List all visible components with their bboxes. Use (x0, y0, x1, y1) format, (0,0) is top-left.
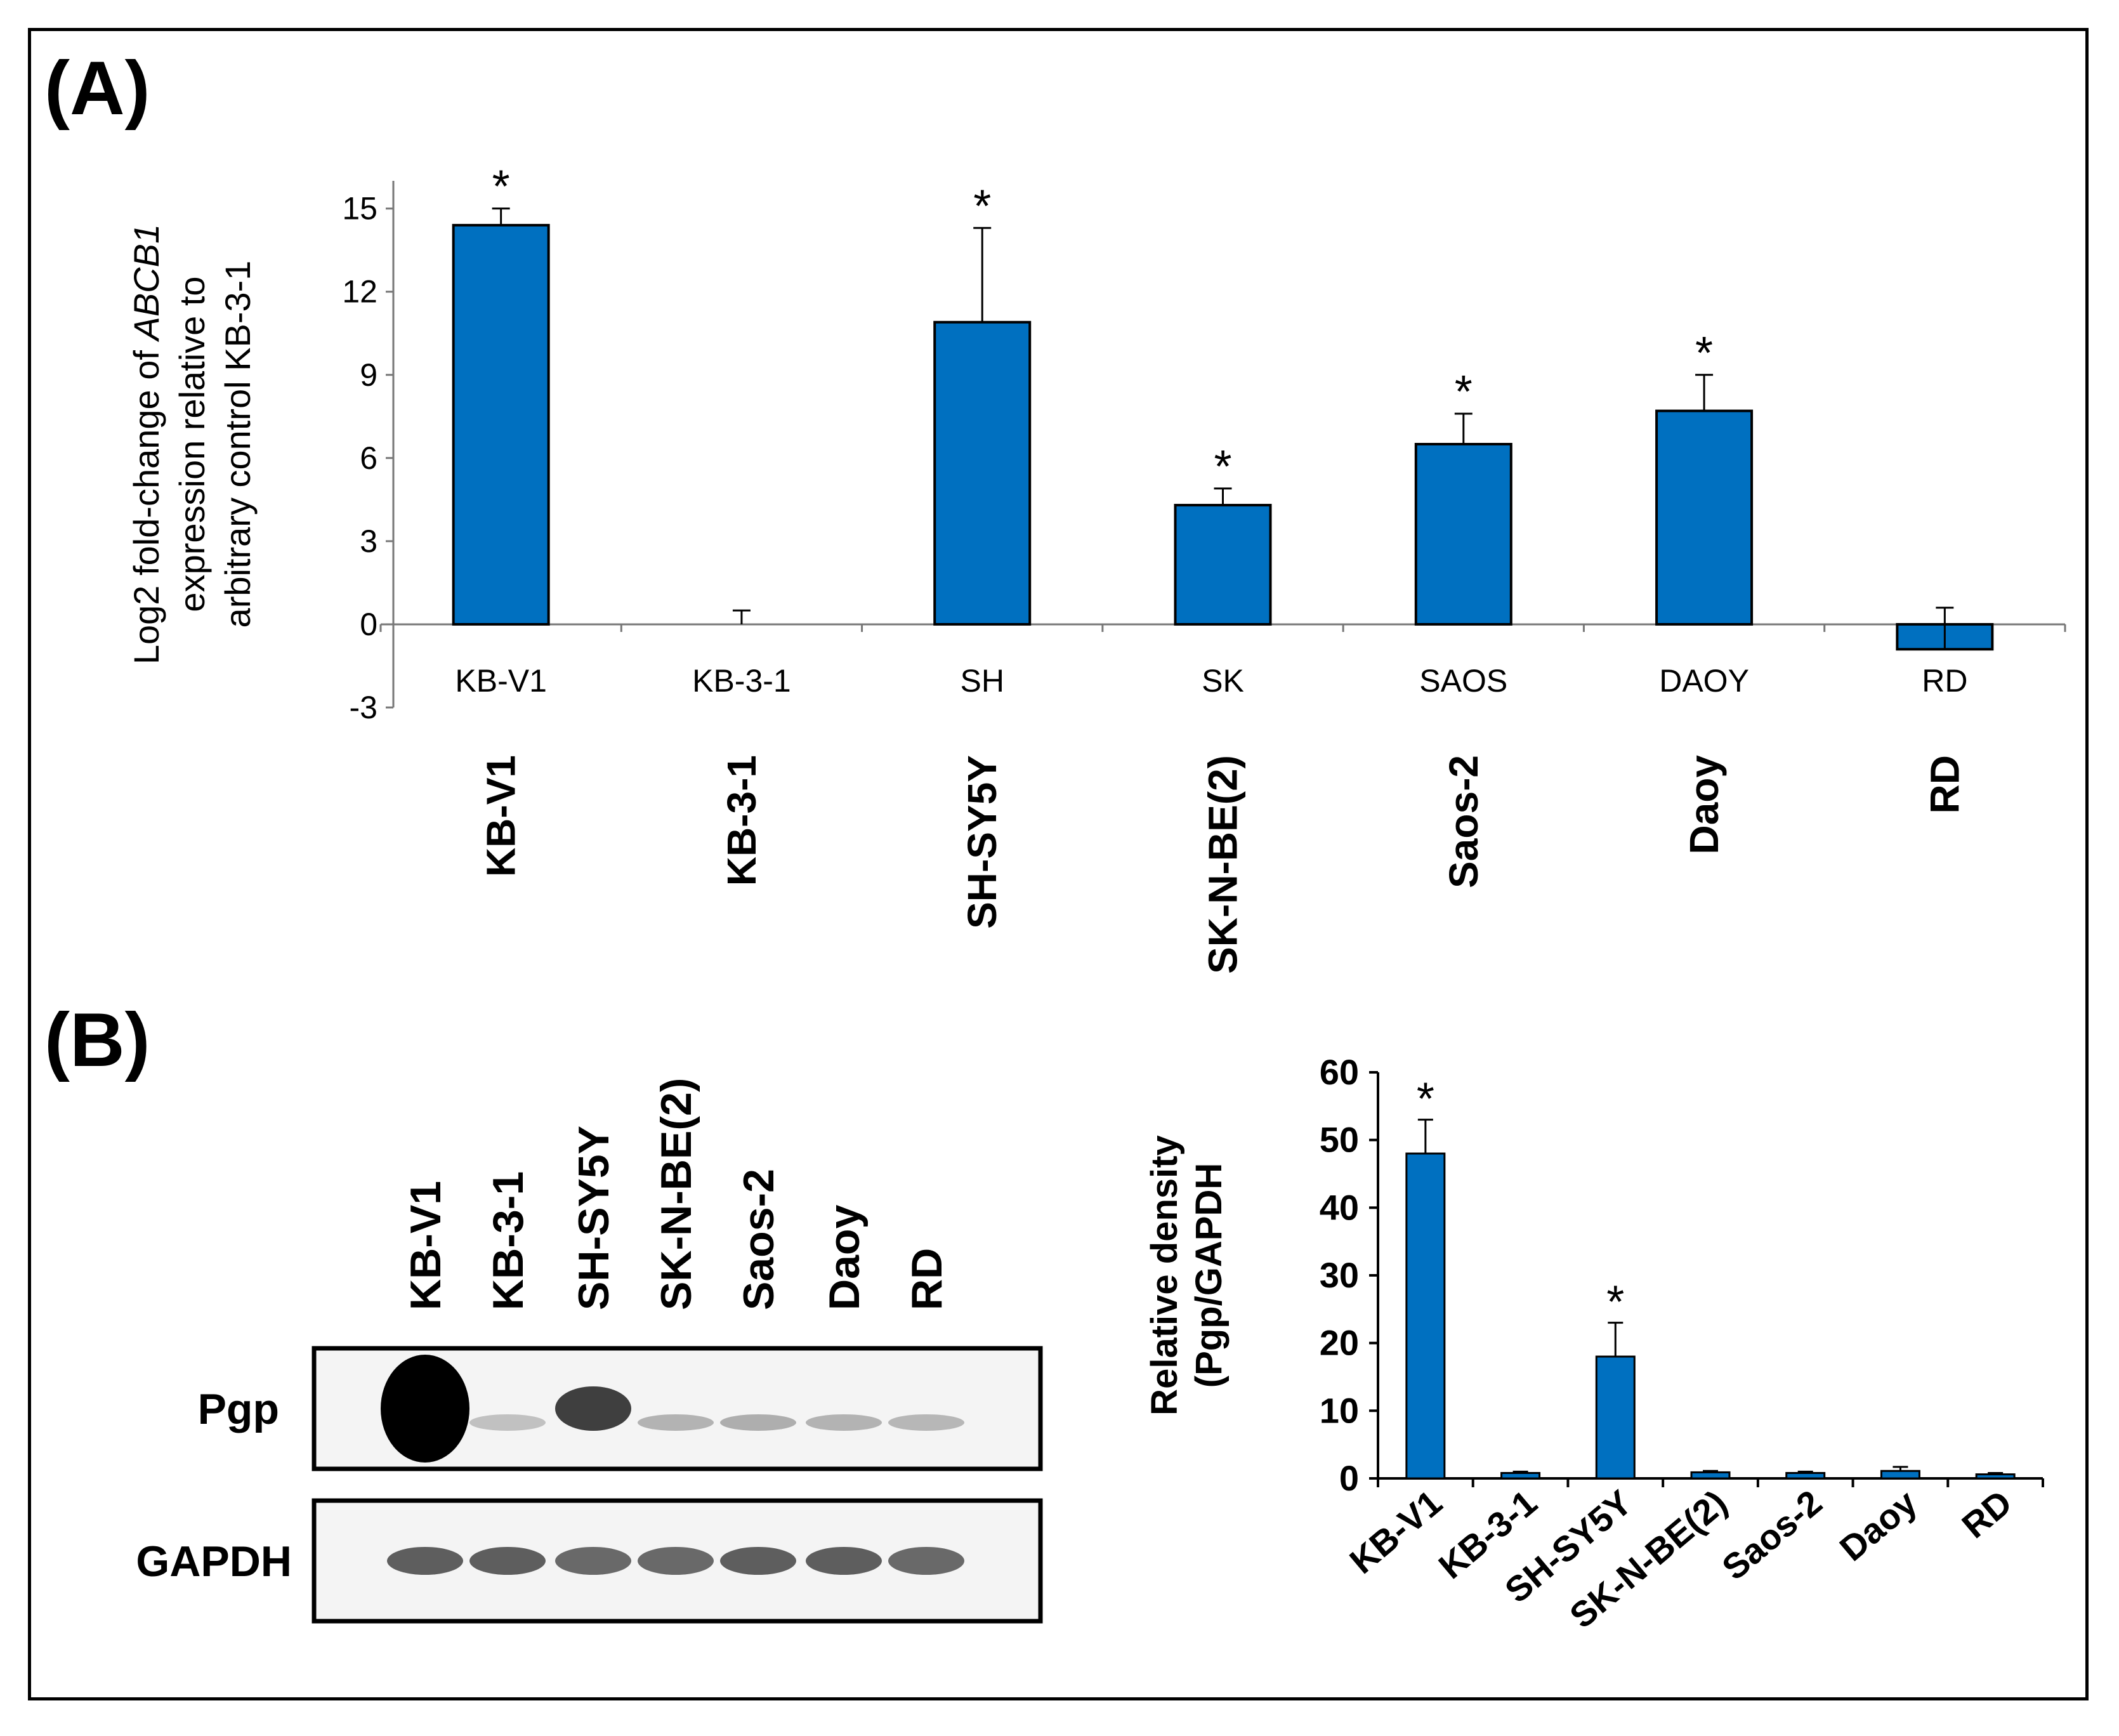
cell-line-label: KB-3-1 (719, 755, 764, 886)
blot-row-label: GAPDH (136, 1537, 292, 1586)
blot-band (469, 1547, 546, 1575)
y-tick-label: 10 (1320, 1390, 1359, 1430)
blot-band (387, 1547, 463, 1575)
bar (933, 320, 1032, 626)
lane-label: Daoy (820, 1205, 869, 1310)
bar (1595, 1355, 1636, 1480)
bar (1414, 443, 1512, 626)
bar (1785, 1471, 1826, 1480)
bar (1500, 1471, 1541, 1480)
category-label: Daoy (1832, 1482, 1924, 1568)
category-label: Saos-2 (1714, 1482, 1829, 1588)
category-label: SAOS (1419, 663, 1507, 699)
panel-a-label: (A) (44, 46, 150, 131)
blot-band (806, 1547, 882, 1575)
chart-a: -3 0 3 6 9 12 15 Log2 fold-change of ABCB1 expre… (126, 162, 2066, 974)
significance-star: * (1417, 1074, 1434, 1125)
y-tick-label: 60 (1320, 1052, 1359, 1092)
y-tick-label: 6 (360, 440, 377, 476)
y-axis-title-line: (Pgp/GAPDH (1188, 1163, 1230, 1388)
y-axis-title-line: expression relative to (172, 276, 212, 612)
category-label: SK (1202, 663, 1244, 699)
y-tick-label: 9 (360, 357, 377, 393)
y-tick-label: 3 (360, 523, 377, 559)
blot-band (638, 1414, 714, 1431)
cell-line-label: Daoy (1681, 755, 1727, 855)
blot-band (638, 1547, 714, 1575)
y-tick-label: 40 (1320, 1187, 1359, 1227)
significance-star: * (1214, 442, 1231, 492)
y-tick-label: 0 (360, 607, 377, 642)
lane-label: RD (903, 1248, 951, 1310)
bar (1174, 504, 1272, 626)
lane-label: KB-V1 (402, 1181, 450, 1310)
category-label: RD (1922, 663, 1967, 699)
y-tick-label: 12 (342, 274, 377, 310)
y-tick-label: 50 (1320, 1120, 1359, 1160)
category-label: KB-V1 (455, 663, 547, 699)
category-label: SH (960, 663, 1004, 699)
blot-row-label: Pgp (198, 1385, 279, 1433)
blot-band (888, 1547, 964, 1575)
significance-star: * (973, 181, 991, 232)
y-axis-title-part: Log2 fold-change of (126, 341, 166, 665)
blot-band (720, 1414, 796, 1431)
bar (452, 223, 550, 626)
blot-band (720, 1547, 796, 1575)
blot-band (806, 1414, 882, 1431)
cell-line-label: SK-N-BE(2) (1200, 755, 1246, 974)
y-axis-title-line: arbitrary control KB-3-1 (218, 261, 258, 628)
lane-label: KB-3-1 (484, 1171, 532, 1310)
blot-band (888, 1414, 964, 1431)
y-axis-title-line: Log2 fold-change of ABCB1 (126, 224, 166, 664)
panel-b-label: (B) (44, 997, 150, 1082)
category-label: KB-3-1 (692, 663, 791, 699)
cell-line-label: KB-V1 (478, 755, 524, 877)
y-tick-label: 0 (1339, 1458, 1359, 1498)
significance-star: * (1606, 1277, 1624, 1328)
blot-band (469, 1414, 546, 1431)
significance-star: * (1695, 328, 1713, 379)
cell-line-label: Saos-2 (1441, 755, 1486, 888)
category-label: DAOY (1659, 663, 1749, 699)
western-blot: KB-V1 KB-3-1 SH-SY5Y SK-N-BE(2) Saos-2 Daoy RD… (136, 1078, 1043, 1624)
chart-b: 0 10 20 30 40 50 60 Relative density(Pgp/GAPDH *… (1144, 1052, 2044, 1636)
bar (1655, 409, 1754, 626)
y-axis-title-line: Relative density (1144, 1135, 1185, 1416)
lane-label: Saos-2 (735, 1169, 783, 1310)
category-label: RD (1954, 1482, 2019, 1546)
figure-frame (28, 28, 2089, 1700)
y-tick-label: 20 (1320, 1323, 1359, 1363)
significance-star: * (1455, 367, 1473, 418)
cell-line-label: SH-SY5Y (959, 755, 1005, 929)
blot-band (555, 1386, 631, 1431)
lane-label: SK-N-BE(2) (652, 1078, 700, 1310)
lane-label: SH-SY5Y (570, 1126, 618, 1310)
blot-band (555, 1547, 631, 1575)
significance-star: * (492, 162, 510, 213)
y-tick-label: 30 (1320, 1255, 1359, 1295)
bar (1690, 1471, 1731, 1480)
y-axis-title: Relative density(Pgp/GAPDH (1144, 1135, 1230, 1416)
bar (1975, 1473, 2016, 1480)
y-axis-title: Log2 fold-change of ABCB1 expression rela… (126, 224, 258, 664)
cell-line-label: RD (1922, 755, 1967, 813)
blot-band (381, 1355, 469, 1463)
y-axis-title-gene: ABCB1 (126, 224, 166, 343)
y-tick-label: 15 (342, 191, 377, 227)
bar (1405, 1152, 1446, 1480)
y-tick-label: -3 (350, 690, 377, 725)
bar (1880, 1470, 1920, 1480)
